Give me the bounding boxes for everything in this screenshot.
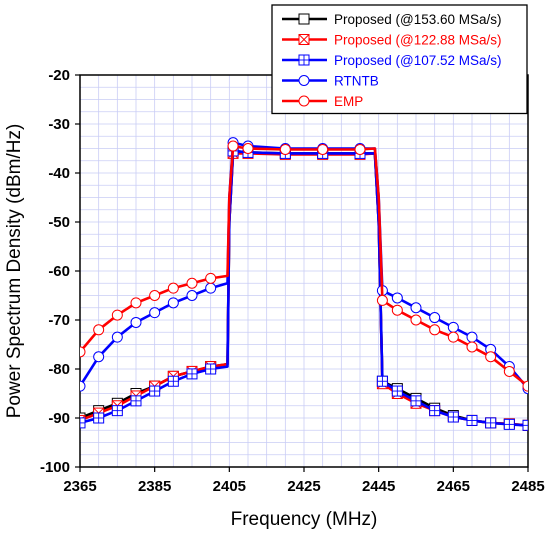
data-point bbox=[242, 143, 254, 154]
data-point bbox=[391, 304, 403, 316]
x-tick-label: 2425 bbox=[287, 478, 320, 495]
x-tick-label: 2445 bbox=[362, 478, 395, 495]
data-point bbox=[111, 331, 123, 343]
data-point bbox=[80, 417, 86, 429]
series-layer bbox=[80, 137, 528, 431]
data-point bbox=[186, 277, 198, 289]
data-point bbox=[522, 380, 528, 392]
y-tick-label: -50 bbox=[48, 214, 70, 231]
data-point bbox=[149, 385, 161, 397]
series-5 bbox=[80, 140, 528, 392]
data-point bbox=[376, 375, 388, 387]
legend-marker bbox=[298, 13, 310, 25]
data-point bbox=[485, 351, 497, 363]
axis-ticks: 2365 2385 2405 2425 2445 2465 2485 -100 -90 -80 -7… bbox=[40, 67, 545, 495]
legend-entry: Proposed (@107.52 MSa/s) bbox=[282, 53, 502, 68]
y-tick-label: -100 bbox=[40, 459, 70, 476]
legend-marker bbox=[298, 75, 310, 86]
y-tick-label: -90 bbox=[48, 410, 70, 427]
data-point bbox=[503, 365, 515, 377]
data-point bbox=[93, 351, 105, 363]
x-tick-label: 2465 bbox=[437, 478, 470, 495]
data-point bbox=[111, 309, 123, 321]
data-point bbox=[466, 341, 478, 353]
data-point bbox=[410, 314, 422, 326]
data-point bbox=[354, 143, 366, 155]
data-point bbox=[93, 412, 105, 424]
legend-entry: EMP bbox=[282, 94, 363, 109]
data-point bbox=[130, 297, 142, 309]
data-point bbox=[410, 395, 422, 407]
data-point bbox=[447, 321, 459, 333]
legend-entry: Proposed (@122.88 MSa/s) bbox=[282, 33, 502, 48]
data-point bbox=[149, 290, 161, 301]
legend-label: Proposed (@122.88 MSa/s) bbox=[334, 33, 502, 48]
data-point bbox=[279, 143, 291, 155]
data-point bbox=[111, 405, 123, 417]
legend-label: Proposed (@153.60 MSa/s) bbox=[334, 12, 502, 27]
data-point bbox=[466, 331, 478, 343]
data-point bbox=[429, 312, 441, 324]
data-point bbox=[167, 375, 179, 387]
data-point bbox=[391, 292, 403, 304]
data-point bbox=[485, 417, 497, 429]
data-point bbox=[93, 324, 105, 336]
data-point bbox=[391, 385, 403, 397]
legend-entry: RTNTB bbox=[282, 74, 379, 89]
x-tick-label: 2405 bbox=[213, 478, 246, 495]
data-point bbox=[376, 294, 388, 306]
data-point bbox=[80, 346, 86, 358]
data-point bbox=[410, 302, 422, 314]
data-point bbox=[167, 282, 179, 294]
data-point bbox=[503, 418, 515, 430]
data-point bbox=[429, 405, 441, 417]
data-point bbox=[317, 143, 329, 155]
data-point bbox=[447, 331, 459, 343]
x-tick-label: 2385 bbox=[138, 478, 171, 495]
legend-marker bbox=[298, 34, 310, 45]
data-point bbox=[167, 297, 179, 309]
data-point bbox=[205, 282, 217, 294]
data-point bbox=[186, 290, 198, 301]
y-tick-label: -30 bbox=[48, 116, 70, 133]
y-tick-label: -20 bbox=[48, 67, 70, 84]
legend-marker bbox=[298, 54, 310, 66]
data-point bbox=[227, 140, 239, 152]
data-point bbox=[447, 411, 459, 423]
legend-marker bbox=[298, 95, 310, 107]
data-point bbox=[130, 316, 142, 328]
legend-label: Proposed (@107.52 MSa/s) bbox=[334, 53, 502, 68]
data-point bbox=[80, 380, 86, 392]
y-tick-label: -80 bbox=[48, 361, 70, 378]
legend-label: RTNTB bbox=[334, 74, 379, 89]
y-tick-label: -60 bbox=[48, 263, 70, 280]
legend-label: EMP bbox=[334, 94, 363, 109]
data-point bbox=[205, 272, 217, 284]
data-point bbox=[149, 307, 161, 319]
x-tick-label: 2365 bbox=[63, 478, 96, 495]
x-axis-label: Frequency (MHz) bbox=[231, 509, 378, 530]
legend: Proposed (@153.60 MSa/s) Proposed (@122.8… bbox=[271, 4, 528, 115]
data-point bbox=[522, 419, 528, 431]
y-axis-label: Power Spectrum Density (dBm/Hz) bbox=[4, 124, 25, 419]
data-point bbox=[205, 363, 217, 375]
y-tick-label: -40 bbox=[48, 165, 70, 182]
data-point bbox=[186, 368, 198, 380]
legend-entry: Proposed (@153.60 MSa/s) bbox=[282, 12, 502, 27]
x-tick-label: 2485 bbox=[511, 478, 544, 495]
y-tick-label: -70 bbox=[48, 312, 70, 329]
data-point bbox=[466, 414, 478, 426]
data-point bbox=[130, 395, 142, 407]
data-point bbox=[429, 324, 441, 336]
